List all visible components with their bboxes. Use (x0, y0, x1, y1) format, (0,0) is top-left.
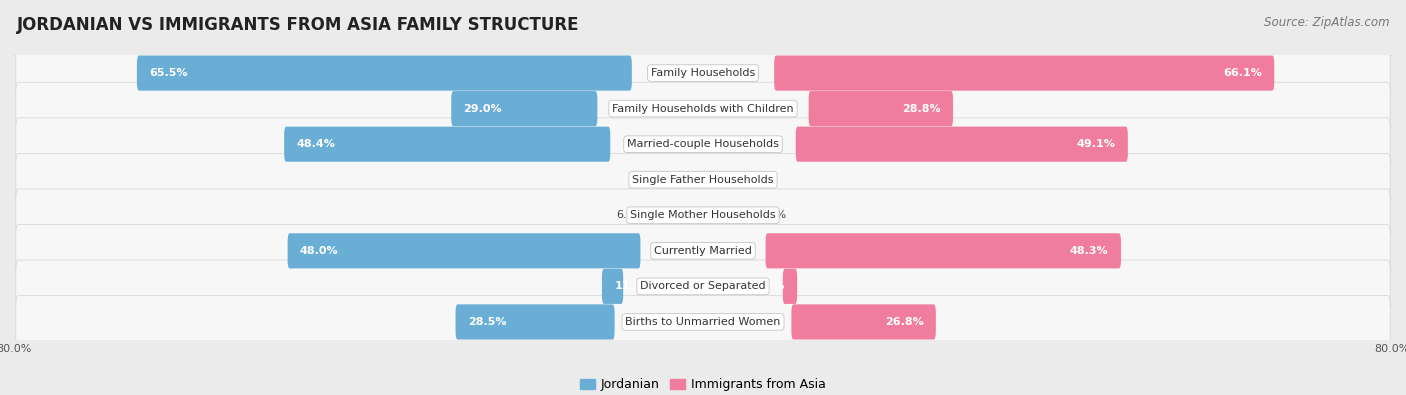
FancyBboxPatch shape (15, 295, 1391, 348)
Text: Divorced or Separated: Divorced or Separated (640, 281, 766, 292)
Text: 49.1%: 49.1% (1077, 139, 1115, 149)
FancyBboxPatch shape (288, 233, 640, 268)
Text: 10.7%: 10.7% (747, 281, 785, 292)
FancyBboxPatch shape (796, 127, 1128, 162)
Text: Single Mother Households: Single Mother Households (630, 210, 776, 220)
FancyBboxPatch shape (451, 91, 598, 126)
FancyBboxPatch shape (783, 269, 797, 304)
Text: 26.8%: 26.8% (884, 317, 924, 327)
FancyBboxPatch shape (15, 153, 1391, 206)
FancyBboxPatch shape (775, 56, 1274, 90)
FancyBboxPatch shape (15, 189, 1391, 242)
Text: 2.1%: 2.1% (728, 175, 756, 185)
FancyBboxPatch shape (136, 56, 631, 90)
FancyBboxPatch shape (15, 47, 1391, 100)
Text: 6.0%: 6.0% (616, 210, 644, 220)
Text: Currently Married: Currently Married (654, 246, 752, 256)
Text: Married-couple Households: Married-couple Households (627, 139, 779, 149)
Text: Family Households with Children: Family Households with Children (612, 103, 794, 114)
FancyBboxPatch shape (15, 260, 1391, 313)
FancyBboxPatch shape (15, 224, 1391, 277)
Text: 48.4%: 48.4% (297, 139, 336, 149)
Text: 28.5%: 28.5% (468, 317, 506, 327)
Text: 66.1%: 66.1% (1223, 68, 1263, 78)
Text: 29.0%: 29.0% (464, 103, 502, 114)
FancyBboxPatch shape (15, 82, 1391, 135)
Text: 65.5%: 65.5% (149, 68, 188, 78)
FancyBboxPatch shape (602, 269, 623, 304)
FancyBboxPatch shape (808, 91, 953, 126)
FancyBboxPatch shape (456, 305, 614, 339)
Text: 48.3%: 48.3% (1070, 246, 1108, 256)
FancyBboxPatch shape (766, 233, 1121, 268)
FancyBboxPatch shape (15, 118, 1391, 171)
Legend: Jordanian, Immigrants from Asia: Jordanian, Immigrants from Asia (575, 373, 831, 395)
Text: Family Households: Family Households (651, 68, 755, 78)
FancyBboxPatch shape (792, 305, 936, 339)
Text: 28.8%: 28.8% (903, 103, 941, 114)
Text: Single Father Households: Single Father Households (633, 175, 773, 185)
Text: JORDANIAN VS IMMIGRANTS FROM ASIA FAMILY STRUCTURE: JORDANIAN VS IMMIGRANTS FROM ASIA FAMILY… (17, 16, 579, 34)
Text: 2.2%: 2.2% (648, 175, 678, 185)
Text: 5.6%: 5.6% (758, 210, 786, 220)
Text: 48.0%: 48.0% (299, 246, 339, 256)
FancyBboxPatch shape (284, 127, 610, 162)
Text: 11.5%: 11.5% (614, 281, 652, 292)
Text: Source: ZipAtlas.com: Source: ZipAtlas.com (1264, 16, 1389, 29)
Text: Births to Unmarried Women: Births to Unmarried Women (626, 317, 780, 327)
